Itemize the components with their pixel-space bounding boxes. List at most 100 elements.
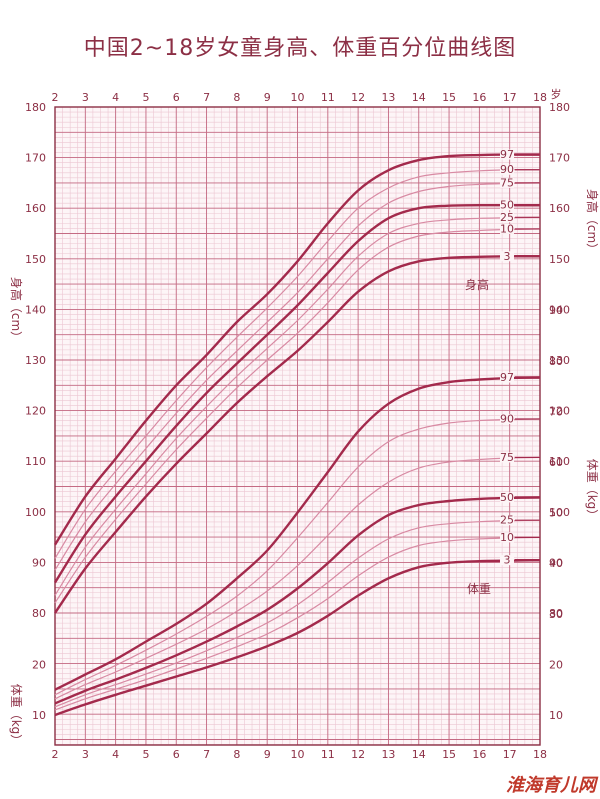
x-tick-label-top: 8 [233, 91, 240, 104]
weight-curve-label: 体重 [467, 582, 491, 596]
weight-tick-label-right: 20 [549, 658, 563, 671]
height-series-p90 [54, 169, 541, 559]
x-tick-label-top: 15 [442, 91, 456, 104]
grid-lines [54, 106, 541, 745]
weight-label-bg [500, 555, 514, 566]
height-label-bg [500, 223, 514, 234]
x-tick-label-bottom: 16 [472, 748, 486, 761]
weight-series-label-p50: 50 [500, 491, 514, 504]
x-tick-label-top: 12 [351, 91, 365, 104]
height-series-label-p90: 90 [500, 163, 514, 176]
x-tick-label-bottom: 12 [351, 748, 365, 761]
height-series-label-p10: 10 [500, 222, 514, 235]
weight-series-p97 [54, 376, 541, 691]
height-tick-label-left: 90 [32, 556, 46, 569]
x-tick-label-top: 18 [533, 91, 547, 104]
weight-series-p50 [54, 496, 541, 705]
height-curves [53, 149, 541, 614]
weight-tick-label-right: 90 [549, 304, 563, 317]
weight-label-bg [500, 372, 514, 383]
height-series-p25 [54, 216, 541, 596]
x-tick-label-bottom: 5 [142, 748, 149, 761]
height-tick-label-left: 110 [25, 455, 46, 468]
x-tick-label-top: 9 [264, 91, 271, 104]
x-tick-label-bottom: 6 [173, 748, 180, 761]
height-tick-label-right: 180 [549, 101, 570, 114]
height-axis-title-right: 身高（cm） [585, 189, 600, 255]
height-tick-label-left: 140 [25, 303, 46, 316]
x-tick-label-bottom: 3 [82, 748, 89, 761]
x-tick-label-bottom: 13 [381, 748, 395, 761]
height-tick-label-left: 130 [25, 354, 46, 367]
height-tick-label-left: 180 [25, 101, 46, 114]
x-tick-label-bottom: 8 [233, 748, 240, 761]
x-tick-label-top: 11 [321, 91, 335, 104]
height-label-bg [500, 149, 514, 160]
height-tick-label-left: 80 [32, 607, 46, 620]
height-label-bg [500, 212, 514, 223]
weight-tick-label-right: 40 [549, 557, 563, 570]
x-tick-label-top: 2 [52, 91, 59, 104]
weight-label-bg [500, 492, 514, 503]
height-series-label-p3: 3 [504, 250, 511, 263]
x-tick-label-bottom: 11 [321, 748, 335, 761]
height-tick-label-left: 120 [25, 405, 46, 418]
watermark-logo: 淮海育儿网 [506, 775, 596, 796]
x-tick-label-top: 5 [142, 91, 149, 104]
weight-series-p3 [54, 559, 541, 717]
weight-series-label-p75: 75 [500, 451, 514, 464]
height-series-p75 [54, 182, 541, 571]
x-tick-label-bottom: 14 [412, 748, 426, 761]
x-tick-label-top: 13 [381, 91, 395, 104]
weight-series-label-p3: 3 [504, 554, 511, 567]
height-series-p97 [53, 153, 541, 546]
x-tick-label-bottom: 17 [503, 748, 517, 761]
x-tick-label-top: 4 [112, 91, 119, 104]
height-tick-label-right: 90 [549, 556, 563, 569]
height-tick-label-left: 100 [25, 506, 46, 519]
weight-label-bg [500, 532, 514, 543]
height-label-bg [500, 200, 514, 211]
weight-tick-label-right: 10 [549, 709, 563, 722]
height-series-p50 [53, 203, 540, 584]
height-label-bg [500, 177, 514, 188]
weight-series-p10 [54, 536, 541, 711]
weight-tick-label-right: 30 [549, 608, 563, 621]
x-tick-label-top: 7 [203, 91, 210, 104]
weight-series-label-p90: 90 [500, 412, 514, 425]
weight-tick-label-right: 70 [549, 405, 563, 418]
weight-axis-title-right: 体重（kg） [585, 459, 599, 522]
weight-series-label-p97: 97 [500, 371, 514, 384]
weight-label-bg [500, 452, 514, 463]
height-tick-label-right: 100 [549, 506, 570, 519]
x-tick-label-bottom: 7 [203, 748, 210, 761]
plot-frame [54, 106, 541, 746]
x-tick-label-top: 16 [472, 91, 486, 104]
x-tick-label-bottom: 15 [442, 748, 456, 761]
height-tick-label-right: 170 [549, 152, 570, 165]
height-tick-label-right: 120 [549, 405, 570, 418]
weight-tick-label-right: 50 [549, 507, 563, 520]
x-tick-label-top: 14 [412, 91, 426, 104]
weight-series-p90 [54, 418, 541, 696]
x-axis-unit-label: 岁 [551, 87, 562, 101]
height-label-bg [500, 251, 514, 262]
weight-tick-label-right: 80 [549, 355, 563, 368]
x-tick-label-bottom: 18 [533, 748, 547, 761]
height-tick-label-left: 160 [25, 202, 46, 215]
height-series-label-p25: 25 [500, 211, 514, 224]
weight-series-p75 [54, 456, 541, 700]
weight-tick-label-right: 60 [549, 456, 563, 469]
weight-label-bg [500, 413, 514, 424]
chart-title: 中国2~18岁女童身高、体重百分位曲线图 [83, 36, 517, 61]
height-tick-label-right: 130 [549, 354, 570, 367]
x-tick-label-bottom: 2 [52, 748, 59, 761]
weight-series-label-p25: 25 [500, 514, 514, 527]
height-tick-label-right: 160 [549, 202, 570, 215]
weight-label-bg [500, 515, 514, 526]
height-label-bg [500, 164, 514, 175]
x-tick-label-bottom: 4 [112, 748, 119, 761]
height-tick-label-right: 140 [549, 303, 570, 316]
